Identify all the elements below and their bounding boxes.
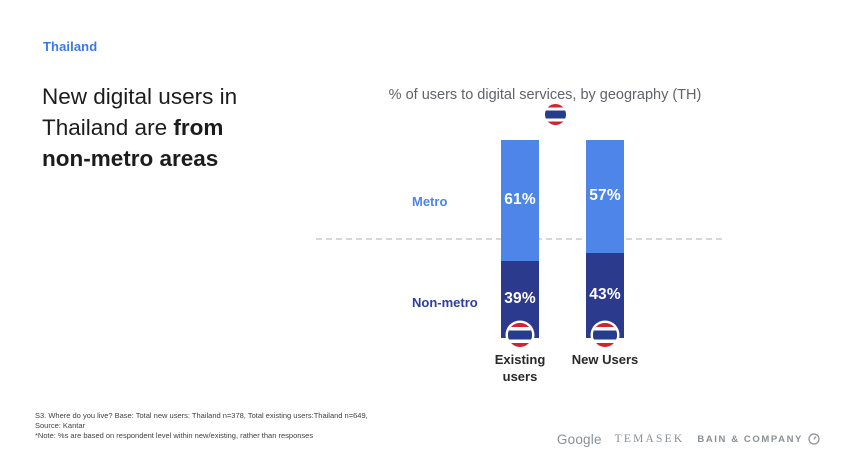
google-logo: Google (556, 431, 602, 447)
series-label-non-metro: Non-metro (412, 295, 478, 310)
category-label-existing-users: Existing users (494, 352, 546, 384)
headline-line-2: Thailand are from (42, 115, 224, 140)
country-eyebrow: Thailand (43, 39, 98, 54)
bar-existing-users: 61% 39% (501, 140, 539, 338)
thailand-flag-icon (545, 104, 566, 125)
value-label: 57% (589, 187, 621, 205)
bar-segment-metro: 61% (501, 140, 539, 261)
value-label: 43% (589, 286, 621, 304)
thailand-flag-icon (508, 323, 532, 347)
slide-headline: New digital users in Thailand are from n… (42, 81, 282, 174)
footnote-line-1: S3. Where do you live? Base: Total new u… (35, 411, 368, 420)
series-label-metro: Metro (412, 194, 448, 209)
thailand-flag-icon (593, 323, 617, 347)
headline-line-1: New digital users in (42, 84, 238, 109)
value-label: 39% (504, 290, 536, 308)
category-label-new-users: New Users (571, 352, 639, 367)
bar-segment-metro: 57% (586, 140, 624, 253)
footer-logos: Google TEMASEK BAIN & COMPANY (557, 431, 820, 447)
footnote: S3. Where do you live? Base: Total new u… (35, 411, 455, 440)
footnote-line-2: Source: Kantar (35, 420, 86, 430)
bain-company-logo: BAIN & COMPANY (697, 433, 820, 445)
bar-new-users: 57% 43% (586, 140, 624, 338)
footnote-line-3: *Note: %s are based on respondent level … (35, 430, 314, 440)
bain-compass-icon (808, 433, 820, 445)
temasek-logo: TEMASEK (614, 433, 685, 445)
chart-title: % of users to digital services, by geogr… (388, 87, 702, 103)
headline-line-3: non-metro areas (42, 146, 219, 171)
value-label: 61% (504, 191, 536, 209)
